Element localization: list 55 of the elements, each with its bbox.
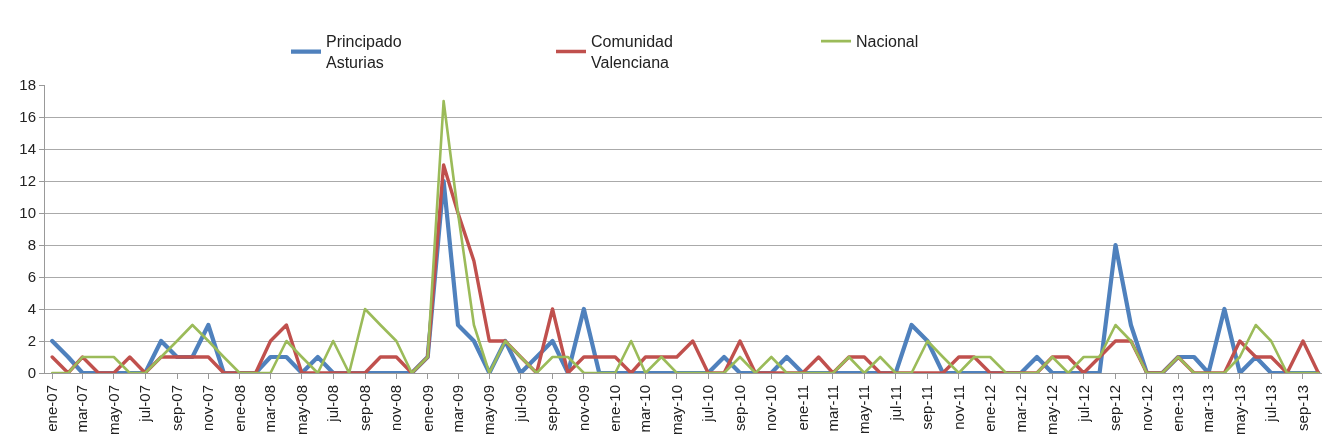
x-tick-label: ene-09 — [418, 385, 436, 432]
x-tick-label: jul-11 — [886, 385, 904, 422]
x-tick-label: sep-11 — [918, 385, 936, 430]
x-tick-label: mar-07 — [73, 385, 91, 433]
x-tick-label: jul-10 — [699, 385, 717, 423]
x-tick-label: mar-12 — [1011, 385, 1029, 433]
x-tick-label: nov-09 — [574, 385, 592, 431]
x-tick-label: sep-13 — [1293, 385, 1311, 431]
legend-label: Nacional — [856, 33, 919, 51]
x-tick-label: ene-07 — [43, 385, 61, 432]
y-tick-label: 16 — [19, 108, 36, 126]
x-tick-label: nov-07 — [199, 385, 217, 431]
x-tick-label: nov-10 — [762, 385, 780, 431]
x-tick-label: mar-13 — [1199, 385, 1217, 433]
y-tick-label: 8 — [27, 236, 36, 254]
x-tick-label: may-13 — [1230, 385, 1248, 436]
x-tick-label: mar-08 — [261, 385, 279, 433]
x-tick-label: ene-12 — [981, 385, 999, 432]
y-tick-label: 0 — [27, 364, 36, 382]
x-tick-label: jul-09 — [511, 385, 529, 423]
legend-label: Principado Asturias — [326, 33, 402, 72]
x-tick-label: may-12 — [1043, 385, 1061, 436]
x-tick-label: ene-08 — [230, 385, 248, 432]
x-tick-label: sep-12 — [1106, 385, 1124, 431]
x-tick-label: sep-09 — [543, 385, 561, 431]
x-tick-label: jul-08 — [324, 385, 342, 423]
x-tick-label: jul-07 — [136, 385, 154, 423]
x-tick-label: ene-11 — [793, 385, 811, 431]
x-tick-label: may-09 — [480, 385, 498, 436]
x-tick-label: sep-08 — [355, 385, 373, 431]
x-tick-label: jul-12 — [1074, 385, 1092, 423]
x-tick-label: jul-13 — [1262, 385, 1280, 423]
x-tick-label: sep-10 — [730, 385, 748, 431]
y-tick-label: 10 — [19, 204, 36, 222]
y-tick-label: 14 — [19, 140, 36, 158]
y-tick-label: 6 — [27, 268, 36, 286]
x-tick-label: ene-13 — [1169, 385, 1187, 432]
legend-label: Comunidad Valenciana — [591, 33, 673, 72]
x-tick-label: mar-10 — [636, 385, 654, 433]
x-tick-label: ene-10 — [606, 385, 624, 432]
x-tick-label: sep-07 — [167, 385, 185, 431]
x-tick-label: nov-11 — [949, 385, 967, 430]
x-tick-label: may-10 — [667, 385, 685, 436]
line-series — [50, 99, 1320, 373]
x-tick-label: nov-12 — [1137, 385, 1155, 431]
x-tick-label: may-08 — [292, 385, 310, 436]
y-tick-label: 12 — [19, 172, 36, 190]
y-tick-label: 18 — [19, 76, 36, 94]
y-tick-label: 4 — [27, 300, 36, 318]
x-tick-label: may-07 — [104, 385, 122, 436]
x-tick-label: may-11 — [855, 385, 873, 434]
x-tick-label: mar-11 — [823, 385, 841, 432]
y-tick-label: 2 — [27, 332, 36, 350]
x-tick-label: nov-08 — [387, 385, 405, 431]
x-tick-label: mar-09 — [448, 385, 466, 433]
